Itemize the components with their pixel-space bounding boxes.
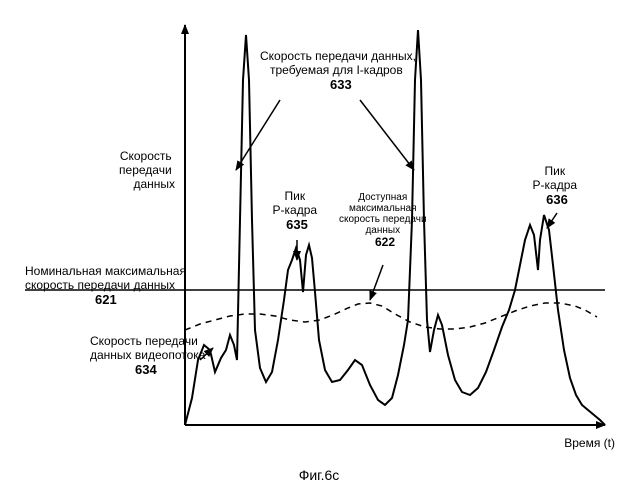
label-pframe-peak-636: Пик Р-кадра 636 [533, 162, 582, 207]
label-iframe-rate-633: Скорость передачи данных, требуемая для … [260, 47, 420, 92]
label-available-max-rate-622: Доступная максимальная скорость передачи… [339, 187, 431, 249]
figure-6c: Скорость передачи данных Время (t) Скоро… [0, 0, 638, 500]
label-stream-rate-634: Скорость передачи данных видеопотока 634 [90, 332, 210, 377]
arrow-iframe-right [360, 100, 414, 170]
arrow-available-622 [370, 265, 383, 300]
arrow-pframe-636 [547, 213, 557, 228]
label-pframe-peak-635: Пик Р-кадра 635 [273, 187, 322, 232]
figure-caption: Фиг.6с [299, 467, 340, 483]
label-nominal-max-rate-621: Номинальная максимальная скорость переда… [25, 262, 190, 307]
y-axis-label: Скорость передачи данных [119, 149, 175, 191]
x-axis-label: Время (t) [564, 436, 615, 450]
available-max-rate-curve [185, 303, 597, 330]
